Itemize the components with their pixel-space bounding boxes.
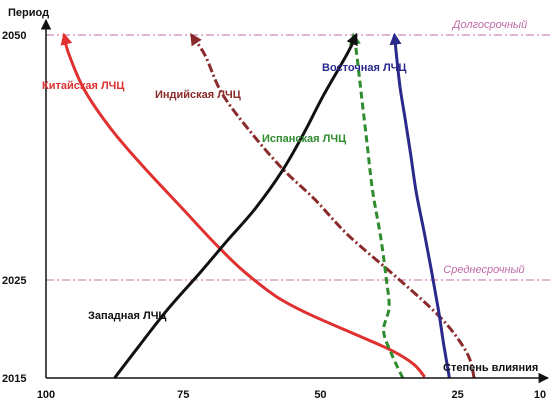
series-line [190, 32, 476, 379]
series-label: Китайская ЛЧЦ [42, 80, 124, 92]
x-tick-label: 25 [452, 389, 464, 401]
x-axis-title: Степень влияния [443, 362, 538, 374]
series-line [349, 32, 405, 379]
series-label: Западная ЛЧЦ [88, 310, 166, 322]
series-label: Испанская ЛЧЦ [262, 133, 346, 145]
tick-labels: 100 75 50 25 10 2015 2025 2050 [2, 30, 546, 401]
series-label: Индийская ЛЧЦ [155, 89, 241, 101]
y-tick-label: 2015 [2, 373, 26, 385]
series-label: Восточная ЛЧЦ [322, 62, 406, 74]
series-line [60, 32, 426, 378]
series-layer [60, 32, 476, 379]
y-tick-label: 2050 [2, 30, 26, 42]
x-tick-label: 10 [534, 389, 546, 401]
reference-line-label: Среднесрочный [443, 264, 524, 276]
x-tick-label: 100 [37, 389, 55, 401]
x-tick-label: 50 [314, 389, 326, 401]
series-labels: Китайская ЛЧЦ Индийская ЛЧЦ Испанская ЛЧЦ В… [42, 62, 406, 322]
reference-lines: Долгосрочный Среднесрочный [46, 19, 552, 281]
x-tick-label: 75 [177, 389, 189, 401]
series-line [389, 32, 451, 379]
y-axis-title: Период [8, 7, 49, 19]
y-tick-label: 2025 [2, 275, 26, 287]
axes: Период Степень влияния [8, 7, 550, 384]
series-line [113, 32, 358, 379]
reference-line-label: Долгосрочный [451, 19, 527, 31]
